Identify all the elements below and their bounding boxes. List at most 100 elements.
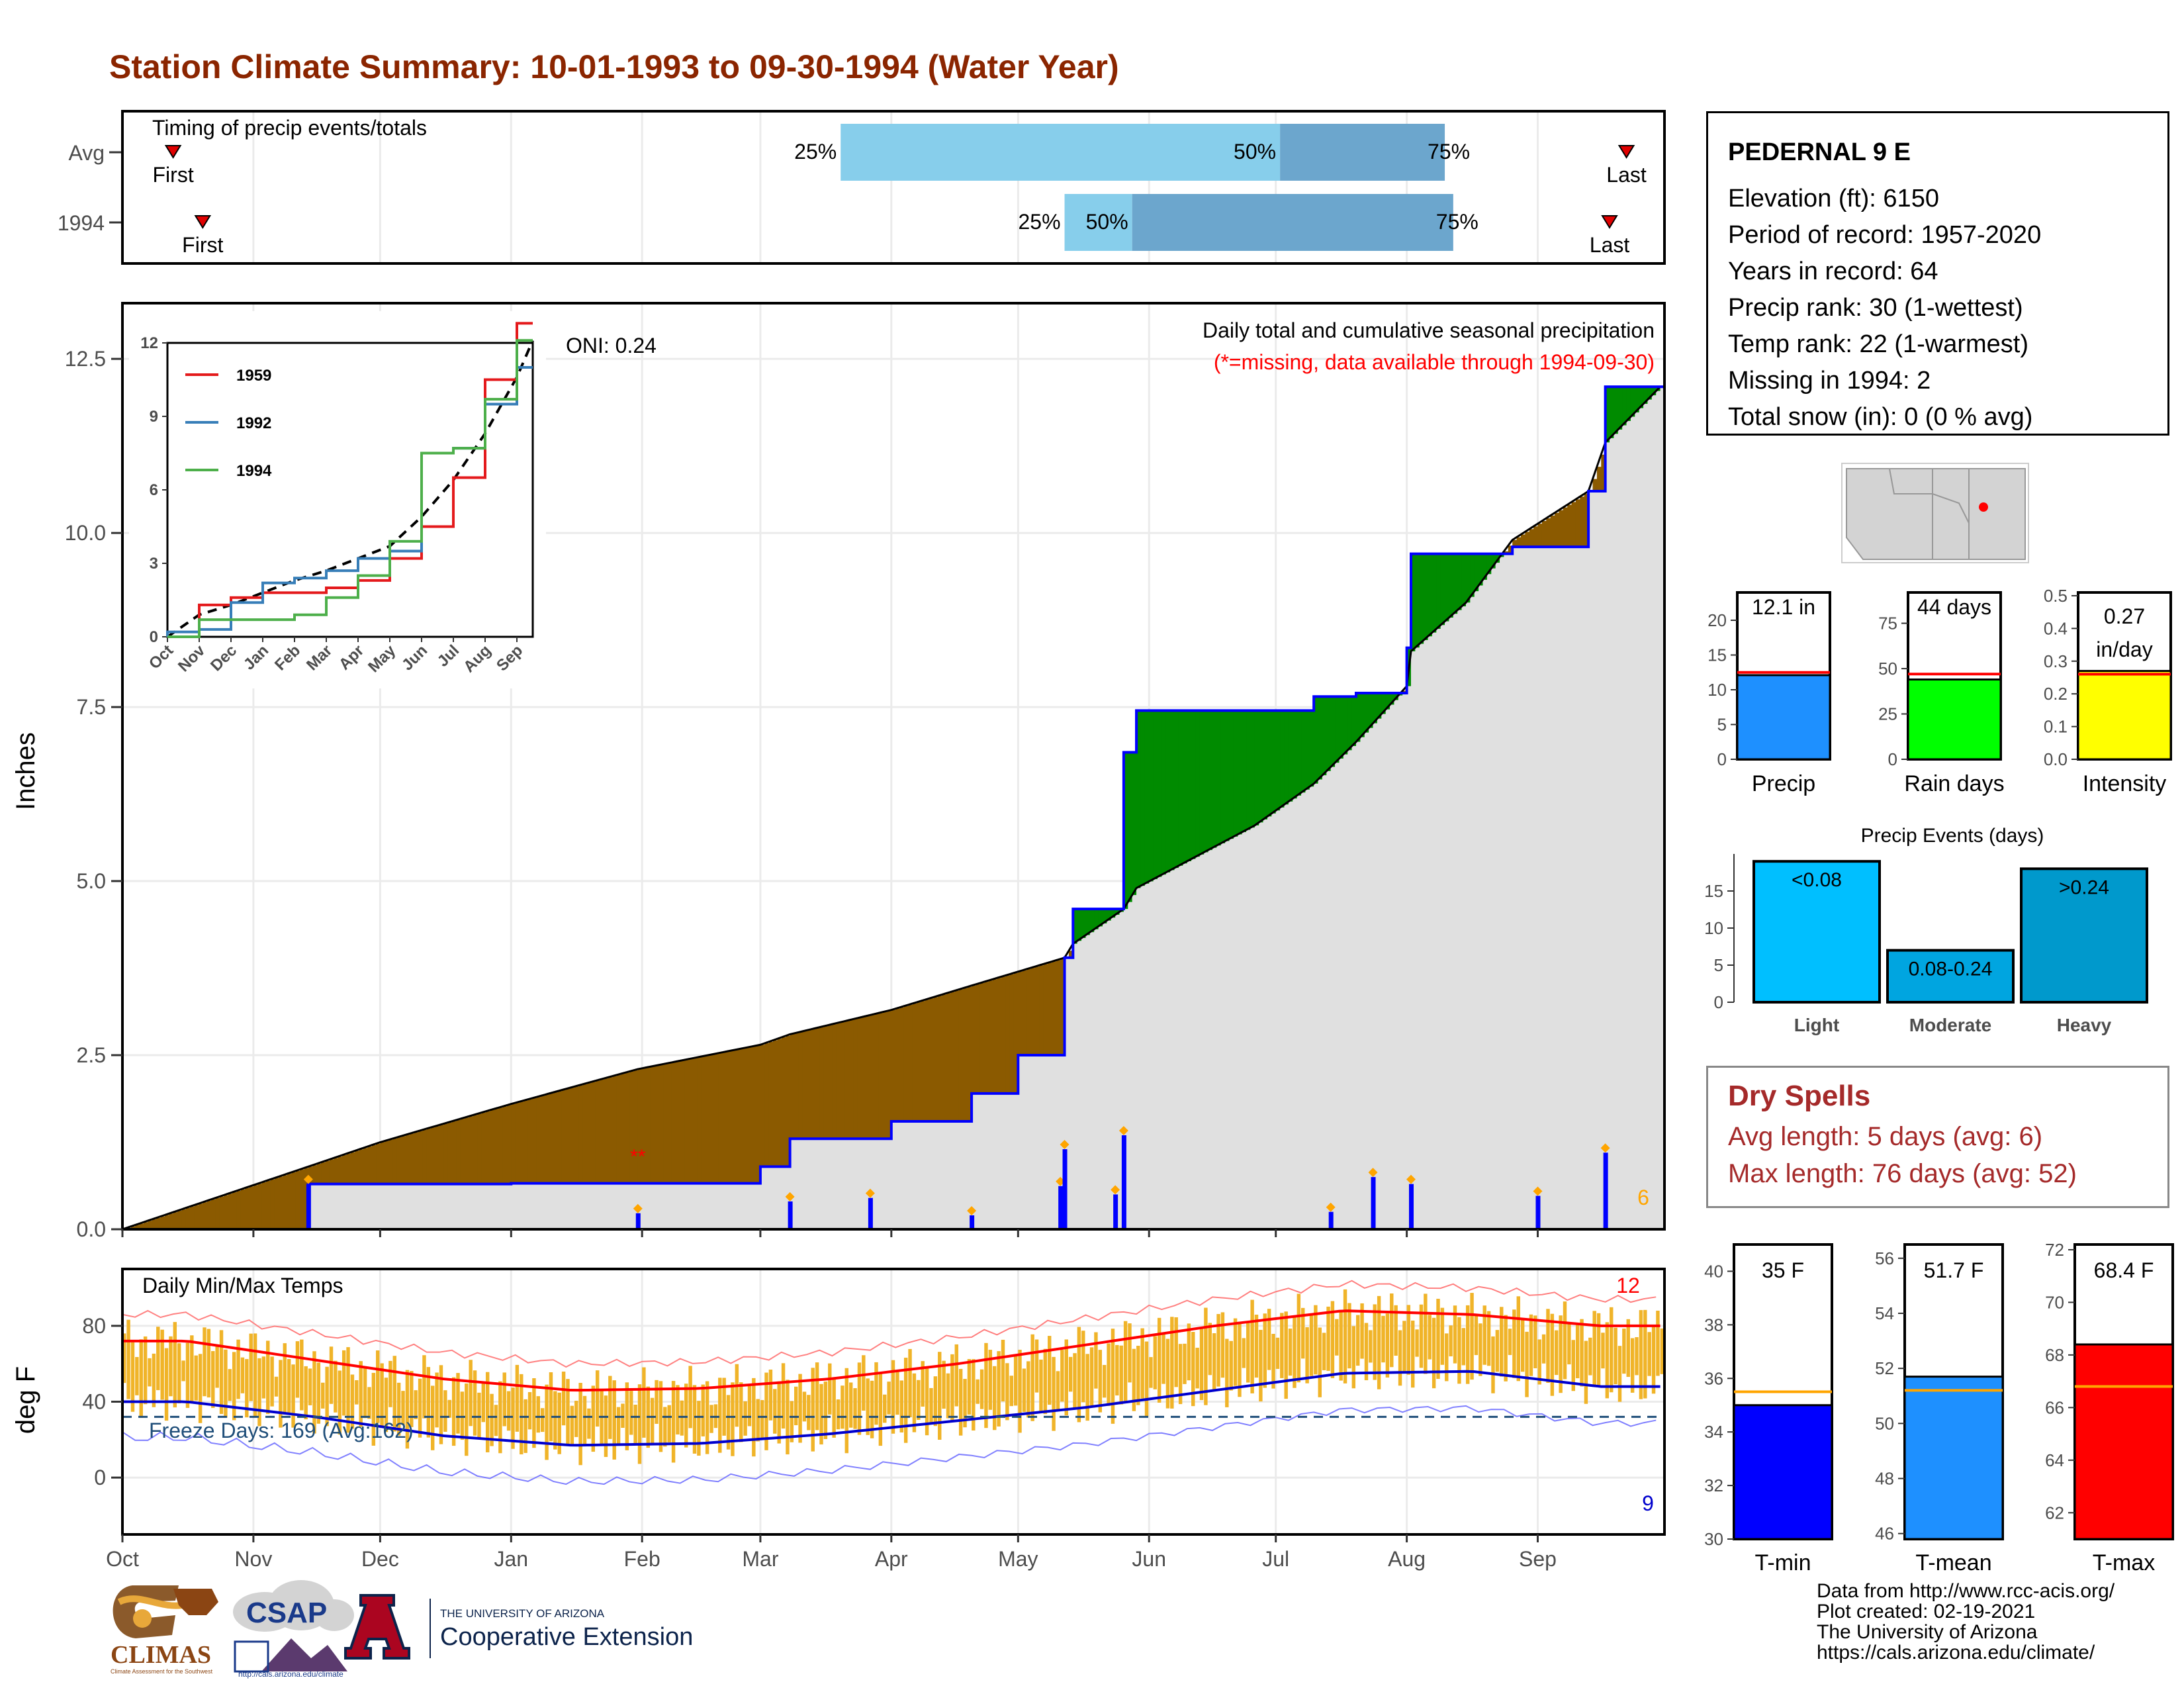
- daily-temp-bar: [283, 1343, 287, 1415]
- average-area: [844, 1139, 850, 1229]
- daily-temp-bar: [1242, 1338, 1246, 1368]
- average-area: [692, 1183, 698, 1229]
- surplus-area: [1373, 693, 1378, 724]
- daily-temp-bar: [1563, 1301, 1567, 1380]
- average-area: [1491, 568, 1496, 1229]
- deficit-area: [895, 1008, 901, 1121]
- daily-temp-bar: [367, 1387, 371, 1419]
- small-bar-category-label: Intensity: [2083, 771, 2167, 796]
- surplus-area: [1111, 909, 1116, 918]
- deficit-area: [152, 1219, 157, 1229]
- deficit-area: [726, 1051, 731, 1184]
- daily-temp-bar: [958, 1368, 963, 1436]
- deficit-area: [502, 1106, 508, 1184]
- surplus-area: [1457, 553, 1463, 610]
- average-area: [1575, 547, 1580, 1229]
- average-area: [887, 1139, 892, 1229]
- daily-precip-bar: [868, 1197, 873, 1229]
- average-area: [1614, 434, 1619, 1230]
- surplus-area: [1626, 387, 1631, 422]
- x-axis-month-label: Oct: [106, 1547, 139, 1571]
- events-y-tick-label: 15: [1704, 881, 1723, 901]
- temp-bar-tick-label: 32: [1704, 1476, 1723, 1495]
- average-area: [1500, 557, 1505, 1229]
- x-axis-month-label: Dec: [361, 1547, 399, 1571]
- deficit-area: [688, 1058, 694, 1184]
- average-area: [447, 1184, 453, 1229]
- events-y-tick-label: 0: [1714, 992, 1723, 1012]
- average-area: [832, 1139, 837, 1229]
- deficit-area: [1052, 961, 1057, 1056]
- average-area: [591, 1183, 596, 1229]
- daily-temp-bar: [1161, 1333, 1165, 1384]
- average-area: [612, 1183, 617, 1229]
- daily-temp-bar: [1520, 1319, 1525, 1372]
- average-area: [637, 1183, 643, 1229]
- average-area: [735, 1183, 740, 1229]
- daily-temp-bar: [1504, 1315, 1508, 1382]
- surplus-area: [1263, 710, 1268, 820]
- average-area: [646, 1183, 651, 1229]
- average-area: [1259, 822, 1264, 1229]
- average-area: [895, 1121, 901, 1229]
- surplus-area: [1351, 696, 1357, 746]
- daily-temp-bar: [460, 1391, 465, 1440]
- surplus-area: [1246, 710, 1251, 830]
- daily-temp-bar: [1009, 1376, 1013, 1407]
- deficit-area: [490, 1109, 495, 1184]
- deficit-area: [300, 1169, 305, 1229]
- temp-bar-tick-label: 36: [1704, 1368, 1723, 1388]
- deficit-area: [836, 1023, 841, 1139]
- average-area: [1102, 923, 1107, 1229]
- daily-temp-bar: [925, 1366, 929, 1436]
- temp-bar-tick-label: 46: [1875, 1524, 1894, 1544]
- daily-temp-bar: [304, 1366, 308, 1420]
- average-area: [1022, 1055, 1027, 1229]
- daily-temp-bar: [1123, 1321, 1128, 1402]
- surplus-area: [1330, 696, 1336, 767]
- daily-temp-bar: [917, 1380, 921, 1420]
- deficit-area: [1541, 521, 1547, 547]
- deficit-area: [633, 1070, 639, 1184]
- daily-temp-bar: [245, 1359, 249, 1418]
- deficit-area: [329, 1159, 334, 1184]
- daily-temp-bar: [1394, 1305, 1398, 1356]
- daily-temp-bar: [1153, 1336, 1158, 1389]
- daily-temp-bar: [1305, 1327, 1309, 1383]
- average-area: [1465, 602, 1471, 1229]
- average-area: [684, 1183, 689, 1229]
- daily-precip-marker: [1600, 1143, 1610, 1153]
- average-area: [1428, 636, 1433, 1229]
- average-area: [1301, 792, 1306, 1229]
- average-area: [1364, 732, 1369, 1229]
- deficit-area: [498, 1107, 504, 1184]
- surplus-area: [1449, 553, 1454, 618]
- deficit-area: [570, 1088, 575, 1184]
- daily-temp-bar: [1610, 1307, 1614, 1393]
- daily-temp-bar: [1052, 1356, 1056, 1431]
- average-area: [1508, 553, 1513, 1229]
- average-area: [600, 1183, 605, 1229]
- daily-temp-bar: [637, 1384, 642, 1464]
- daily-temp-bar: [1284, 1311, 1288, 1399]
- daily-temp-bar: [185, 1342, 190, 1408]
- average-area: [1195, 857, 1201, 1229]
- deficit-area: [756, 1045, 761, 1184]
- deficit-area: [718, 1053, 723, 1184]
- surplus-area: [1305, 710, 1310, 790]
- average-area: [523, 1183, 529, 1229]
- timing-panel: 25% 50% 75% 25% 50% 75% First Last First Last Timi…: [58, 110, 1666, 265]
- average-area: [709, 1183, 715, 1229]
- average-area: [794, 1139, 799, 1229]
- average-area: [1656, 391, 1661, 1229]
- daily-temp-bar: [988, 1350, 993, 1410]
- daily-temp-bar: [1406, 1305, 1411, 1375]
- daily-temp-bar: [1043, 1348, 1048, 1415]
- daily-temp-bar: [1309, 1313, 1314, 1376]
- daily-precip-bar: [970, 1215, 975, 1229]
- surplus-area: [1436, 553, 1441, 629]
- daily-temp-bar: [760, 1400, 764, 1439]
- daily-temp-bar: [261, 1356, 266, 1399]
- deficit-area: [228, 1194, 233, 1229]
- daily-temp-bar: [1432, 1317, 1436, 1389]
